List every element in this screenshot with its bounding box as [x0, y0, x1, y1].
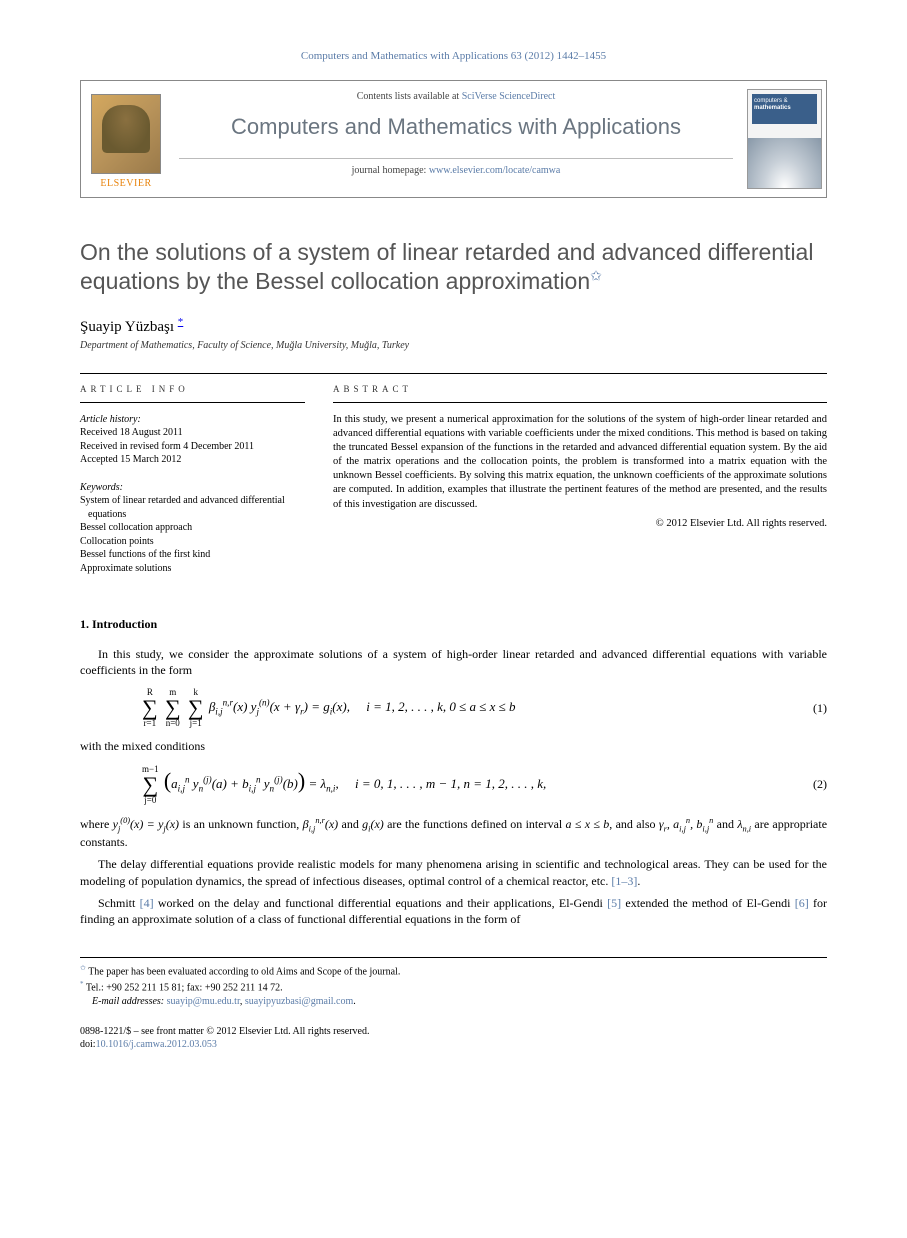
- doi-line: doi:10.1016/j.camwa.2012.03.053: [80, 1038, 827, 1052]
- section-1-title: 1. Introduction: [80, 617, 827, 632]
- keyword-item: Bessel functions of the first kind: [80, 548, 305, 562]
- article-info-label: ARTICLE INFO: [80, 374, 305, 403]
- doi-link[interactable]: 10.1016/j.camwa.2012.03.053: [96, 1039, 217, 1050]
- footnote-scope: ✩ The paper has been evaluated according…: [80, 964, 827, 979]
- where-m1: is an unknown function,: [179, 817, 303, 831]
- schmitt-m2: extended the method of El-Gendi: [621, 896, 795, 910]
- history-revised: Received in revised form 4 December 2011: [80, 440, 305, 454]
- ref-4-link[interactable]: [4]: [140, 896, 154, 910]
- publisher-logo-cell: ELSEVIER: [81, 81, 171, 197]
- delay-text: The delay differential equations provide…: [80, 857, 827, 887]
- author-line: Şuayip Yüzbaşı *: [80, 316, 827, 336]
- where-m4: , and also: [609, 817, 659, 831]
- mixed-conditions-text: with the mixed conditions: [80, 738, 827, 754]
- equation-2: m−1∑j=0 (ai,jn yn(j)(a) + bi,jn yn(j)(b)…: [140, 765, 797, 805]
- equation-2-number: (2): [797, 777, 827, 792]
- elsevier-tree-icon: [91, 94, 161, 174]
- footnotes-block: ✩ The paper has been evaluated according…: [80, 957, 827, 1009]
- cover-line1: computers &: [754, 98, 788, 104]
- title-note-marker: ✩: [590, 267, 602, 283]
- refs-1-3-link[interactable]: [1–3]: [611, 874, 637, 888]
- author-corr-marker[interactable]: *: [178, 316, 184, 328]
- intro-paragraph: In this study, we consider the approxima…: [80, 646, 827, 678]
- equation-1-number: (1): [797, 701, 827, 716]
- keyword-item: Collocation points: [80, 535, 305, 549]
- publication-footer: 0898-1221/$ – see front matter © 2012 El…: [80, 1025, 827, 1052]
- equation-2-row: m−1∑j=0 (ai,jn yn(j)(a) + bi,jn yn(j)(b)…: [140, 765, 827, 805]
- abstract-column: ABSTRACT In this study, we present a num…: [333, 374, 827, 590]
- copyright-line: © 2012 Elsevier Ltd. All rights reserved…: [333, 518, 827, 529]
- footnote-tel: * Tel.: +90 252 211 15 81; fax: +90 252 …: [80, 980, 827, 995]
- eq2-tail: i = 0, 1, . . . , m − 1, n = 1, 2, . . .…: [355, 776, 546, 791]
- contents-line: Contents lists available at SciVerse Sci…: [179, 91, 733, 102]
- email-2-link[interactable]: suayipyuzbasi@gmail.com: [245, 996, 353, 1007]
- keyword-item: Bessel collocation approach: [80, 521, 305, 535]
- equation-1-row: R∑r=1 m∑n=0 k∑j=1 βi,jn,r(x) yj(n)(x + γ…: [140, 688, 827, 728]
- cover-line2: mathematics: [754, 105, 791, 111]
- schmitt-paragraph: Schmitt [4] worked on the delay and func…: [80, 895, 827, 927]
- sciencedirect-link[interactable]: SciVerse ScienceDirect: [462, 91, 556, 102]
- homepage-line: journal homepage: www.elsevier.com/locat…: [179, 158, 733, 176]
- schmitt-m1: worked on the delay and functional diffe…: [154, 896, 608, 910]
- title-text: On the solutions of a system of linear r…: [80, 239, 813, 294]
- affiliation: Department of Mathematics, Faculty of Sc…: [80, 340, 827, 351]
- where-m3: are the functions defined on interval: [384, 817, 566, 831]
- front-matter-line: 0898-1221/$ – see front matter © 2012 El…: [80, 1025, 827, 1039]
- keywords-heading: Keywords:: [80, 481, 305, 495]
- delay-paragraph: The delay differential equations provide…: [80, 856, 827, 888]
- abstract-label: ABSTRACT: [333, 374, 827, 403]
- ref-5-link[interactable]: [5]: [607, 896, 621, 910]
- history-heading: Article history:: [80, 413, 305, 427]
- where-paragraph: where yj(0)(x) = yj(x) is an unknown fun…: [80, 815, 827, 851]
- footnote-tel-text: Tel.: +90 252 211 15 81; fax: +90 252 21…: [86, 982, 283, 993]
- history-received: Received 18 August 2011: [80, 426, 305, 440]
- footnote-email: E-mail addresses: suayip@mu.edu.tr, suay…: [80, 995, 827, 1009]
- contents-prefix: Contents lists available at: [357, 91, 462, 102]
- where-m2: and: [338, 817, 362, 831]
- keyword-item: System of linear retarded and advanced d…: [80, 494, 305, 521]
- homepage-prefix: journal homepage:: [352, 165, 429, 176]
- schmitt-pre: Schmitt: [98, 896, 140, 910]
- history-block: Article history: Received 18 August 2011…: [80, 413, 305, 467]
- email-label: E-mail addresses:: [92, 996, 164, 1007]
- journal-name: Computers and Mathematics with Applicati…: [179, 114, 733, 140]
- equation-1: R∑r=1 m∑n=0 k∑j=1 βi,jn,r(x) yj(n)(x + γ…: [140, 688, 797, 728]
- doi-label: doi:: [80, 1039, 96, 1050]
- info-abstract-row: ARTICLE INFO Article history: Received 1…: [80, 373, 827, 590]
- ref-6-link[interactable]: [6]: [795, 896, 809, 910]
- journal-cover-icon: computers & mathematics: [747, 89, 822, 189]
- elsevier-label: ELSEVIER: [100, 178, 151, 189]
- citation-header: Computers and Mathematics with Applicati…: [80, 50, 827, 62]
- header-center: Contents lists available at SciVerse Sci…: [171, 81, 741, 197]
- email-1-link[interactable]: suayip@mu.edu.tr: [167, 996, 240, 1007]
- homepage-link[interactable]: www.elsevier.com/locate/camwa: [429, 165, 561, 176]
- corr-marker-link[interactable]: *: [80, 980, 84, 988]
- author-name: Şuayip Yüzbaşı: [80, 319, 174, 335]
- journal-cover-cell: computers & mathematics: [741, 81, 826, 197]
- keyword-item: Approximate solutions: [80, 562, 305, 576]
- keywords-block: Keywords: System of linear retarded and …: [80, 481, 305, 576]
- where-pre: where: [80, 817, 113, 831]
- article-info-column: ARTICLE INFO Article history: Received 1…: [80, 374, 305, 590]
- article-title: On the solutions of a system of linear r…: [80, 238, 827, 296]
- history-accepted: Accepted 15 March 2012: [80, 453, 305, 467]
- footnote-scope-text: The paper has been evaluated according t…: [88, 967, 400, 978]
- journal-header-box: ELSEVIER Contents lists available at Sci…: [80, 80, 827, 198]
- abstract-text: In this study, we present a numerical ap…: [333, 413, 827, 512]
- eq1-tail: i = 1, 2, . . . , k, 0 ≤ a ≤ x ≤ b: [366, 699, 515, 714]
- email-end: .: [353, 996, 356, 1007]
